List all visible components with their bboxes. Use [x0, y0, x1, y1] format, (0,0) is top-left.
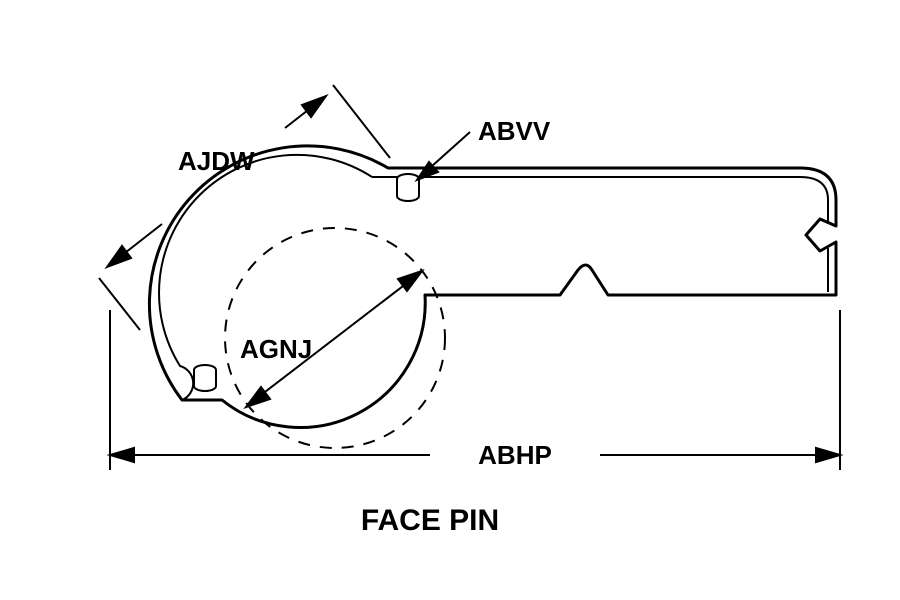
- label-abvv: ABVV: [478, 116, 551, 146]
- label-abhp: ABHP: [478, 440, 552, 470]
- wrench-body: [149, 146, 836, 428]
- diagram-title: FACE PIN: [361, 504, 499, 537]
- pin-top: [397, 174, 419, 201]
- body-outline-heavy: [149, 146, 836, 428]
- label-ajdw: AJDW: [178, 146, 255, 176]
- pin-bottom: [194, 365, 216, 391]
- dim-ajdw: [99, 85, 390, 330]
- leader-abvv: [417, 132, 470, 180]
- top-thickness-edge: [372, 177, 828, 200]
- diagram-canvas: AJDW ABVV AGNJ ABHP FACE PIN: [0, 0, 900, 600]
- label-agnj: AGNJ: [240, 334, 312, 364]
- dim-abhp: [110, 310, 840, 470]
